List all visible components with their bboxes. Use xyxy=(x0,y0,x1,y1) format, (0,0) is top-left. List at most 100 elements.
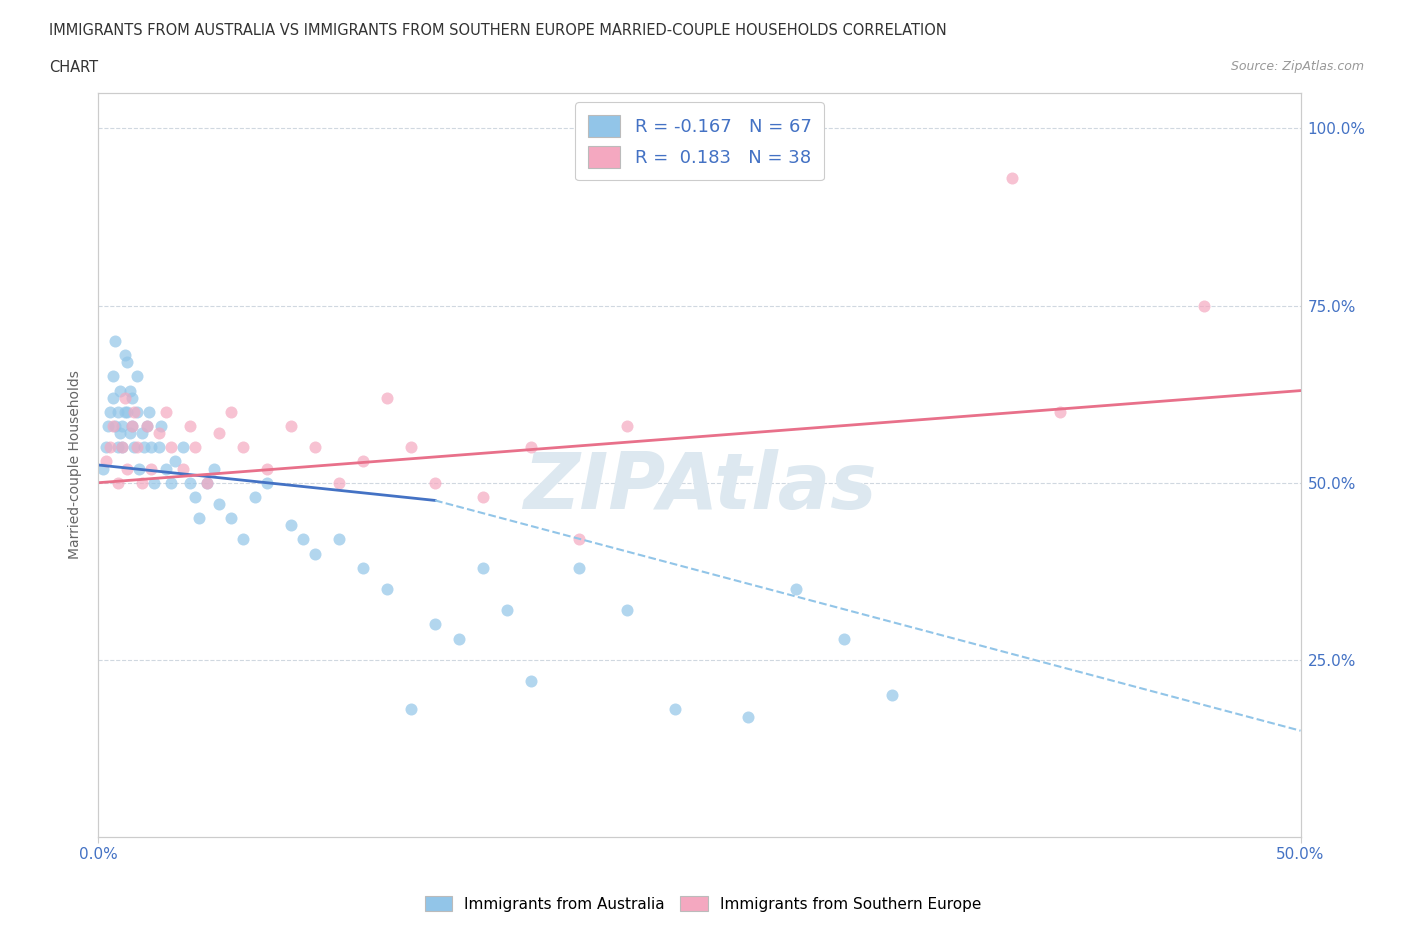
Point xyxy=(111,418,134,433)
Text: ZIPAtlas: ZIPAtlas xyxy=(523,449,876,525)
Point xyxy=(118,426,141,441)
Point xyxy=(101,369,124,384)
Point xyxy=(97,418,120,433)
Point xyxy=(520,440,543,455)
Point xyxy=(188,511,211,525)
Point xyxy=(472,560,495,575)
Point xyxy=(94,454,117,469)
Point xyxy=(256,461,278,476)
Point xyxy=(107,405,129,419)
Point xyxy=(328,532,350,547)
Point xyxy=(124,440,146,455)
Point xyxy=(104,418,127,433)
Point xyxy=(121,418,143,433)
Point xyxy=(141,461,163,476)
Point xyxy=(111,440,134,455)
Point xyxy=(94,440,117,455)
Point xyxy=(179,475,201,490)
Point xyxy=(832,631,855,646)
Point xyxy=(232,532,254,547)
Point xyxy=(148,440,170,455)
Point xyxy=(132,440,155,455)
Point xyxy=(496,603,519,618)
Point xyxy=(202,461,225,476)
Point xyxy=(1194,299,1216,313)
Point xyxy=(91,461,114,476)
Legend: Immigrants from Australia, Immigrants from Southern Europe: Immigrants from Australia, Immigrants fr… xyxy=(419,889,987,918)
Point xyxy=(375,391,398,405)
Point xyxy=(616,603,638,618)
Point xyxy=(121,391,143,405)
Point xyxy=(135,418,157,433)
Point xyxy=(142,475,165,490)
Point xyxy=(208,497,231,512)
Point xyxy=(447,631,470,646)
Point xyxy=(785,581,807,596)
Point xyxy=(399,440,422,455)
Point xyxy=(118,383,141,398)
Point xyxy=(568,532,591,547)
Point xyxy=(114,391,136,405)
Point xyxy=(280,418,302,433)
Point xyxy=(108,383,131,398)
Point xyxy=(159,475,181,490)
Point xyxy=(117,461,139,476)
Point xyxy=(195,475,218,490)
Point xyxy=(616,418,638,433)
Point xyxy=(107,440,129,455)
Y-axis label: Married-couple Households: Married-couple Households xyxy=(69,370,83,560)
Text: CHART: CHART xyxy=(49,60,98,75)
Point xyxy=(1049,405,1071,419)
Point xyxy=(100,440,122,455)
Point xyxy=(131,426,153,441)
Point xyxy=(737,709,759,724)
Point xyxy=(195,475,218,490)
Point xyxy=(172,461,194,476)
Point xyxy=(304,440,326,455)
Point xyxy=(155,461,177,476)
Point xyxy=(117,405,139,419)
Point xyxy=(208,426,231,441)
Point xyxy=(107,475,129,490)
Point xyxy=(172,440,194,455)
Point xyxy=(423,617,446,631)
Point xyxy=(101,418,124,433)
Point xyxy=(328,475,350,490)
Point xyxy=(101,391,124,405)
Point xyxy=(664,702,686,717)
Point xyxy=(232,440,254,455)
Point xyxy=(219,511,242,525)
Point xyxy=(121,418,143,433)
Point xyxy=(114,405,136,419)
Point xyxy=(304,546,326,561)
Point xyxy=(159,440,181,455)
Point xyxy=(111,440,134,455)
Point xyxy=(100,405,122,419)
Point xyxy=(131,475,153,490)
Point xyxy=(256,475,278,490)
Point xyxy=(141,440,163,455)
Text: IMMIGRANTS FROM AUSTRALIA VS IMMIGRANTS FROM SOUTHERN EUROPE MARRIED-COUPLE HOUS: IMMIGRANTS FROM AUSTRALIA VS IMMIGRANTS … xyxy=(49,23,948,38)
Point xyxy=(149,418,172,433)
Point xyxy=(568,560,591,575)
Point xyxy=(108,426,131,441)
Point xyxy=(352,454,374,469)
Point xyxy=(1001,170,1024,185)
Legend: R = -0.167   N = 67, R =  0.183   N = 38: R = -0.167 N = 67, R = 0.183 N = 38 xyxy=(575,102,824,180)
Point xyxy=(520,673,543,688)
Point xyxy=(155,405,177,419)
Point xyxy=(125,405,148,419)
Text: Source: ZipAtlas.com: Source: ZipAtlas.com xyxy=(1230,60,1364,73)
Point xyxy=(423,475,446,490)
Point xyxy=(352,560,374,575)
Point xyxy=(291,532,314,547)
Point xyxy=(104,334,127,349)
Point xyxy=(165,454,187,469)
Point xyxy=(135,418,157,433)
Point xyxy=(880,688,903,703)
Point xyxy=(183,489,205,504)
Point xyxy=(128,461,150,476)
Point xyxy=(125,440,148,455)
Point xyxy=(117,355,139,370)
Point xyxy=(472,489,495,504)
